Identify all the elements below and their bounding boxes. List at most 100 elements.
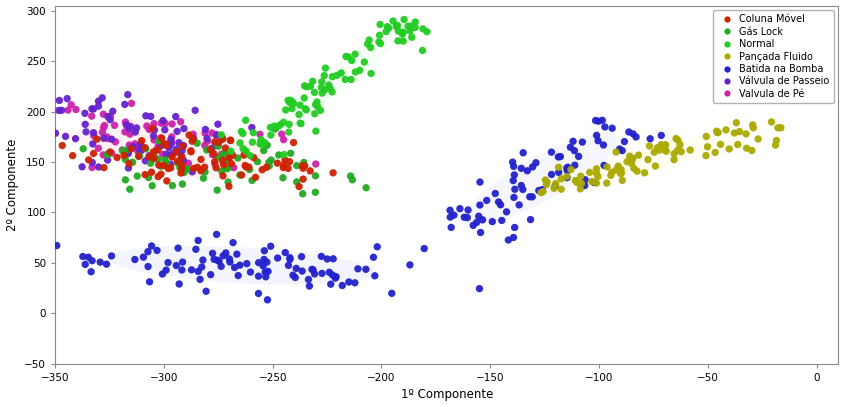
- Point: [196, 257, 209, 263]
- Point: [134, 141, 148, 147]
- Point: [283, 121, 296, 128]
- Point: [240, 260, 253, 267]
- Point: [209, 164, 223, 171]
- Point: [315, 253, 328, 260]
- Point: [193, 276, 207, 282]
- Point: [322, 269, 336, 276]
- Point: [212, 139, 225, 145]
- Point: [625, 156, 638, 163]
- Point: [94, 259, 107, 265]
- Point: [592, 118, 605, 125]
- Point: [214, 131, 228, 138]
- Point: [287, 139, 300, 146]
- Point: [642, 143, 656, 149]
- Point: [224, 137, 237, 143]
- Point: [147, 155, 160, 162]
- Point: [165, 140, 178, 147]
- Point: [747, 125, 760, 131]
- Point: [618, 138, 631, 145]
- Point: [485, 218, 499, 225]
- Point: [295, 120, 308, 127]
- Point: [569, 177, 582, 184]
- Point: [87, 106, 100, 112]
- Point: [208, 158, 221, 165]
- Point: [205, 130, 219, 136]
- Point: [368, 273, 381, 279]
- Point: [401, 23, 414, 29]
- Point: [262, 162, 276, 169]
- Point: [221, 179, 235, 185]
- Point: [49, 130, 62, 136]
- Point: [219, 249, 233, 256]
- Point: [165, 120, 179, 127]
- Point: [260, 259, 273, 265]
- Point: [416, 47, 430, 54]
- Point: [590, 170, 603, 177]
- Point: [538, 177, 552, 183]
- Point: [176, 259, 189, 265]
- Point: [192, 237, 205, 244]
- Point: [284, 254, 297, 261]
- Point: [294, 120, 307, 127]
- Point: [283, 99, 296, 106]
- Point: [711, 129, 725, 136]
- Point: [470, 219, 484, 225]
- Point: [118, 101, 132, 108]
- Point: [118, 156, 132, 162]
- Point: [140, 123, 154, 129]
- Point: [257, 256, 271, 263]
- Point: [165, 154, 179, 160]
- Point: [143, 126, 156, 133]
- Point: [240, 148, 253, 155]
- Point: [360, 266, 373, 273]
- Point: [264, 243, 278, 249]
- Point: [198, 126, 212, 133]
- Point: [771, 125, 785, 131]
- Point: [325, 89, 338, 95]
- Point: [224, 137, 237, 144]
- Point: [87, 133, 100, 139]
- Point: [279, 107, 293, 113]
- Point: [272, 152, 285, 158]
- Point: [230, 251, 244, 258]
- Point: [212, 143, 225, 149]
- Point: [299, 105, 312, 112]
- Point: [150, 247, 164, 254]
- Point: [295, 254, 308, 260]
- Point: [403, 262, 417, 268]
- Point: [622, 129, 636, 135]
- Point: [239, 117, 252, 123]
- Point: [262, 268, 275, 275]
- Point: [165, 182, 179, 189]
- Point: [240, 164, 253, 170]
- Point: [177, 125, 191, 132]
- Point: [443, 214, 457, 221]
- Point: [100, 151, 114, 158]
- Point: [215, 151, 229, 157]
- Point: [382, 25, 396, 31]
- Point: [523, 193, 537, 200]
- Point: [78, 110, 92, 116]
- Point: [362, 37, 376, 43]
- Point: [554, 153, 567, 160]
- Point: [176, 161, 189, 168]
- Point: [161, 259, 175, 266]
- Point: [235, 172, 248, 178]
- Point: [199, 288, 213, 295]
- Point: [154, 171, 168, 177]
- Point: [157, 162, 170, 169]
- Point: [372, 39, 386, 45]
- Point: [311, 103, 324, 110]
- Point: [128, 140, 142, 147]
- Point: [208, 161, 222, 167]
- Point: [549, 180, 562, 187]
- Point: [654, 141, 668, 148]
- Point: [160, 141, 173, 147]
- Point: [408, 19, 422, 25]
- Point: [314, 107, 327, 114]
- Point: [233, 172, 246, 178]
- Point: [625, 160, 638, 167]
- Point: [155, 271, 169, 277]
- Point: [600, 164, 614, 170]
- Point: [396, 31, 409, 37]
